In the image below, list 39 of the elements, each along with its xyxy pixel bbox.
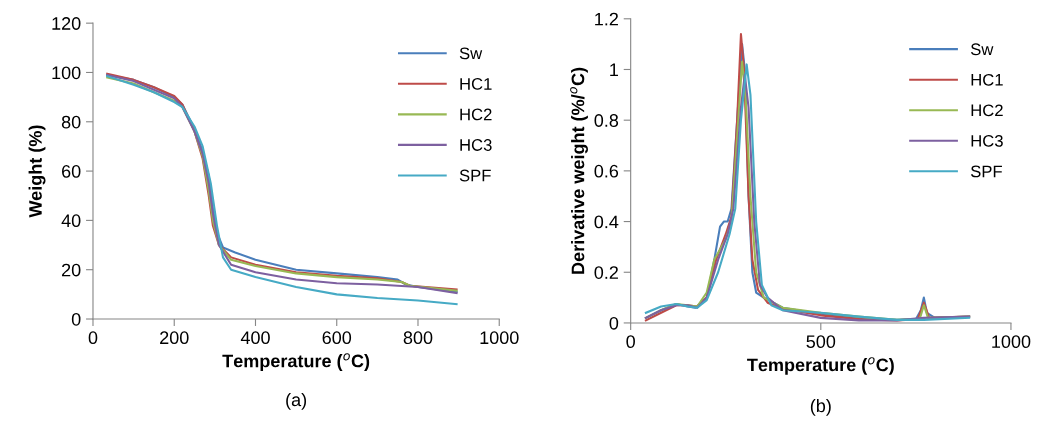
legend-label: SPF: [459, 169, 491, 182]
y-tick-label: 80: [61, 115, 81, 129]
y-tick-label: 60: [62, 165, 81, 178]
legend-label: HC2: [460, 108, 492, 121]
text: (a): [286, 392, 307, 410]
y-tick-label: 0.8: [594, 114, 619, 127]
y-tick-label: 120: [52, 17, 81, 30]
x-tick-label: 200: [160, 331, 189, 345]
x-tick-label: 0: [88, 331, 98, 345]
legend-label: HC1: [460, 78, 492, 90]
y-axis-title: Weight (%): [28, 125, 46, 218]
y-tick-label: 0.2: [594, 266, 618, 279]
legend-label: Sw: [459, 47, 483, 60]
y-tick-label: 1: [610, 63, 618, 77]
x-tick-label: 0: [626, 335, 635, 349]
legend-label: HC2: [971, 104, 1003, 117]
x-tick-label: 600: [322, 331, 352, 345]
x-tick-label: 500: [806, 335, 836, 349]
y-axis-title: Derivative weight (%/$^{o}$C): [570, 67, 588, 274]
legend-label: Sw: [970, 43, 994, 56]
x-tick-label: 1000: [992, 335, 1031, 349]
x-axis-title: Temperature ($^{o}$C): [747, 357, 894, 375]
legend-label: HC1: [971, 73, 1003, 86]
y-tick-label: 1.2: [595, 12, 618, 26]
x-tick-label: 800: [403, 331, 433, 345]
legend-label: HC3: [460, 139, 492, 151]
y-tick-label: 40: [61, 214, 81, 228]
y-tick-label: 20: [62, 263, 81, 277]
y-tick-label: 0: [609, 316, 619, 330]
y-tick-label: 100: [52, 66, 81, 80]
legend-label: HC3: [971, 134, 1003, 147]
x-tick-label: 1000: [480, 331, 519, 345]
text: (b): [810, 398, 831, 416]
y-tick-label: 0: [71, 312, 81, 326]
x-axis-title: Temperature ($^{o}$C): [222, 353, 370, 371]
legend-label: SPF: [970, 165, 1002, 178]
y-tick-label: 0.4: [594, 215, 619, 229]
x-tick-label: 400: [240, 331, 270, 345]
y-tick-label: 0.6: [594, 164, 619, 178]
